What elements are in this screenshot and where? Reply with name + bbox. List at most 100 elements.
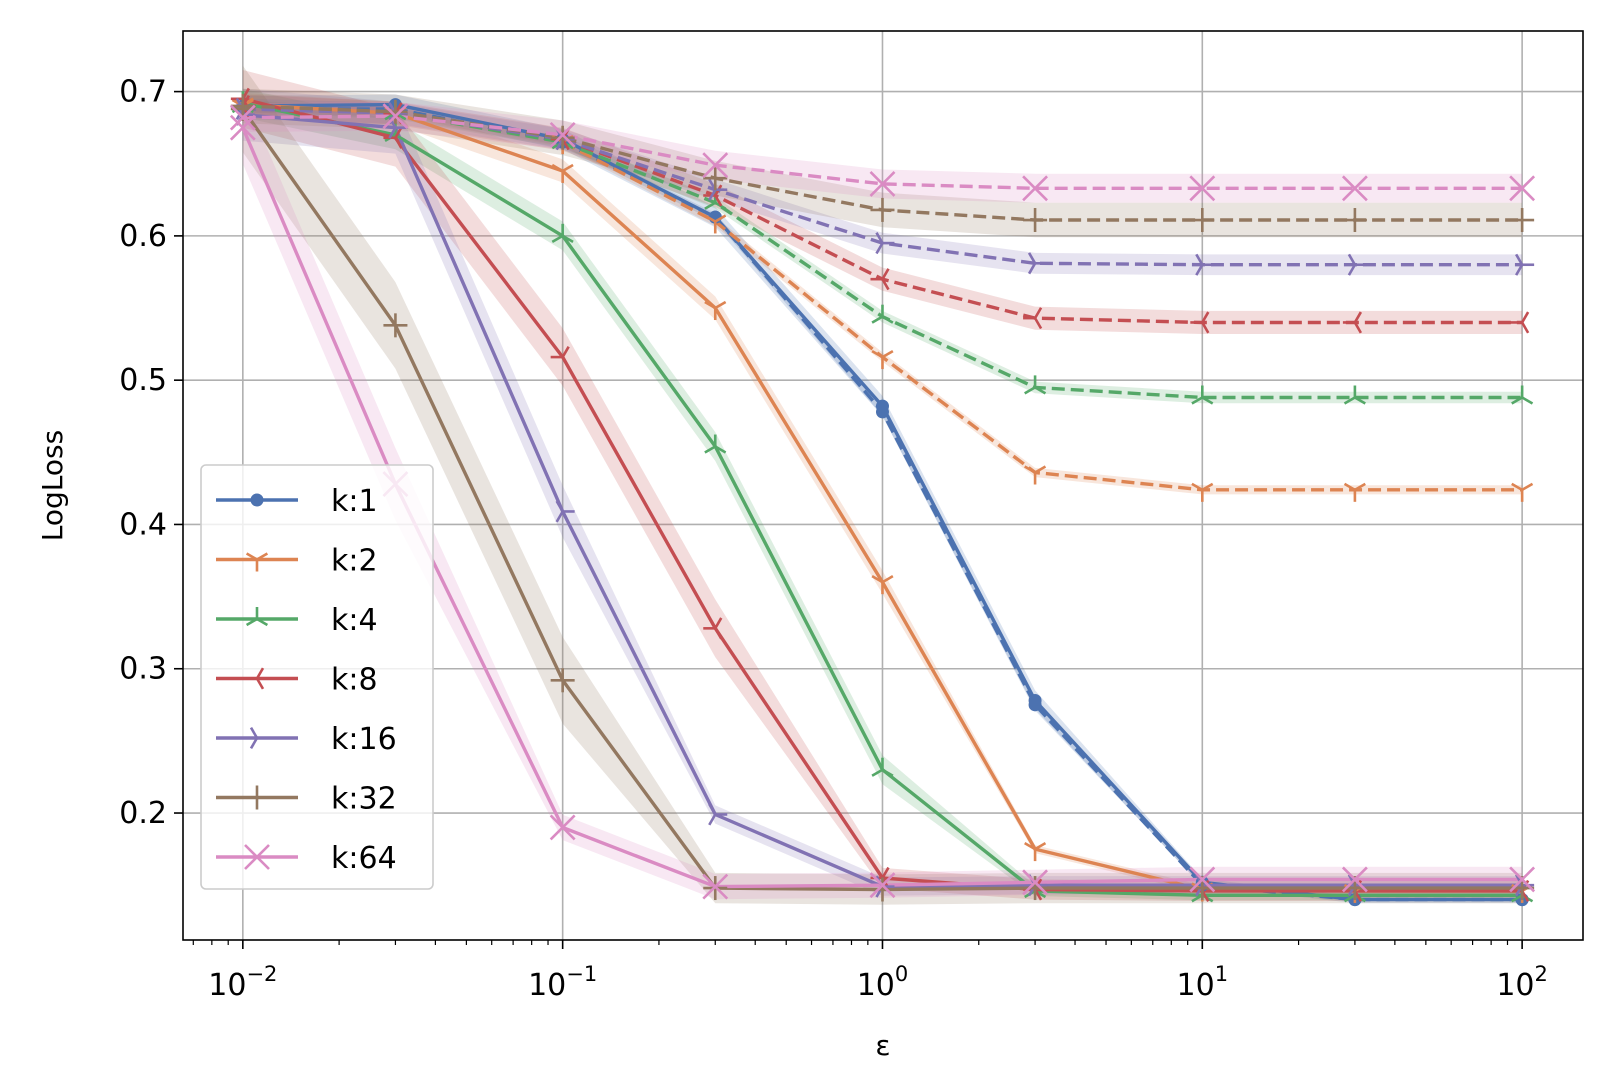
y-tick-label: 0.2 [119, 796, 167, 831]
marker [551, 163, 574, 183]
legend-label: k:1 [331, 484, 378, 519]
legend-box [200, 464, 434, 890]
marker [1190, 311, 1210, 334]
marker [703, 617, 723, 640]
marker [383, 99, 408, 124]
marker [1027, 252, 1048, 275]
x-tick-label: 101 [1177, 962, 1229, 1003]
marker [870, 877, 895, 902]
band-k8-dashed [242, 94, 1523, 334]
legend-entry: k:64 [216, 841, 397, 876]
marker [1341, 175, 1368, 202]
marker [249, 726, 269, 750]
marker [1023, 307, 1043, 330]
marker [875, 399, 889, 413]
marker [551, 223, 574, 244]
marker [1515, 253, 1535, 276]
marker [1342, 311, 1363, 334]
marker [1024, 375, 1047, 395]
marker [1022, 869, 1048, 896]
marker [245, 552, 269, 572]
band-k8-solid [242, 70, 1523, 901]
legend-label: k:2 [331, 544, 378, 579]
marker [229, 114, 256, 141]
marker [250, 493, 264, 507]
marker [708, 803, 728, 826]
legend-entry: k:32 [216, 782, 397, 817]
marker [1343, 482, 1366, 502]
marker [1511, 385, 1534, 405]
marker [869, 872, 896, 899]
marker [1341, 866, 1368, 893]
marker [871, 349, 894, 370]
marker [555, 500, 575, 523]
legend-label: k:8 [331, 663, 378, 698]
marker [702, 873, 729, 900]
legend-label: k:4 [331, 603, 378, 638]
band-k32-solid [242, 65, 1523, 905]
legend: k:1 k:2 k:4 k:8 k:16 k:32 k:64 [200, 464, 434, 890]
marker [1191, 385, 1214, 405]
y-axis-label: LogLoss [36, 430, 69, 541]
marker [702, 152, 729, 179]
marker [1024, 841, 1047, 862]
y-tick-label: 0.5 [119, 363, 167, 398]
legend-entry: k:4 [216, 603, 378, 638]
marker [1195, 253, 1215, 276]
y-tick-label: 0.4 [119, 507, 167, 542]
marker [245, 667, 265, 690]
marker [870, 197, 895, 222]
marker [550, 125, 575, 150]
marker [383, 313, 408, 338]
marker [550, 668, 575, 693]
marker [549, 121, 576, 148]
x-tick-label: 10−1 [528, 962, 597, 1003]
marker [869, 171, 896, 197]
marker [550, 346, 570, 369]
marker [1343, 385, 1366, 405]
series-line-k64-dashed [242, 114, 1523, 191]
marker [1347, 253, 1367, 276]
marker [704, 214, 727, 234]
marker [1509, 866, 1536, 893]
x-axis-ticks: 10−2 10−1 100 101 102 [192, 940, 1548, 1003]
marker [245, 607, 269, 627]
marker [229, 104, 256, 131]
marker [1510, 208, 1535, 233]
x-tick-label: 100 [857, 962, 909, 1003]
marker [703, 166, 728, 191]
marker [1024, 465, 1047, 485]
marker [704, 434, 727, 454]
legend-entry: k:2 [216, 544, 378, 579]
marker [1509, 175, 1536, 202]
y-tick-label: 0.6 [119, 219, 167, 254]
marker [245, 785, 269, 810]
marker [1028, 693, 1042, 707]
y-tick-label: 0.7 [119, 75, 167, 110]
marker [382, 103, 409, 130]
marker [875, 232, 895, 255]
marker [1510, 311, 1530, 334]
marker [1023, 876, 1048, 901]
marker [1023, 208, 1048, 233]
x-tick-label: 102 [1496, 962, 1548, 1003]
series-markers [229, 87, 1536, 907]
marker [871, 304, 894, 324]
y-axis-ticks: 0.2 0.3 0.4 0.5 0.6 0.7 [119, 75, 183, 831]
legend-label: k:16 [331, 722, 397, 757]
legend-entry: k:1 [216, 484, 378, 519]
legend-entry: k:8 [216, 663, 378, 698]
marker [1342, 208, 1367, 233]
x-axis-label: ε [875, 1029, 890, 1062]
marker [870, 268, 890, 291]
legend-label: k:32 [331, 782, 397, 817]
marker [1189, 175, 1216, 202]
marker [1022, 175, 1048, 202]
y-tick-label: 0.3 [119, 652, 167, 687]
marker [1511, 482, 1534, 502]
marker [871, 575, 894, 595]
marker [1190, 208, 1215, 233]
marker [871, 757, 894, 777]
marker [704, 300, 727, 321]
